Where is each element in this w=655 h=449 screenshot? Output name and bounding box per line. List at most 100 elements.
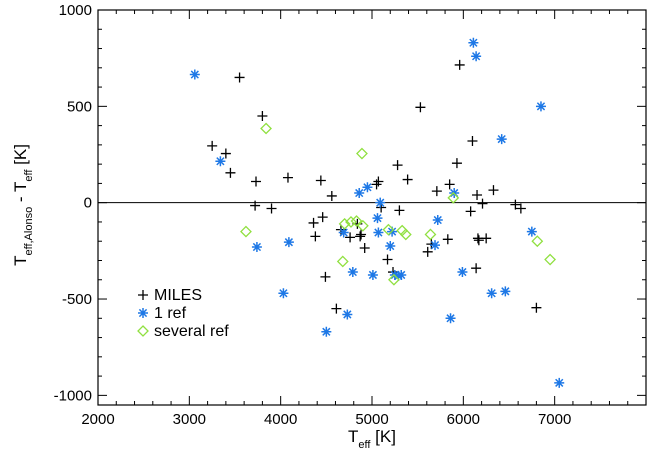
plus-marker-shape bbox=[257, 110, 268, 121]
plus-marker-shape bbox=[138, 290, 148, 300]
diamond-marker-shape bbox=[356, 147, 368, 160]
diamond-data-point bbox=[544, 253, 557, 266]
diamond-marker-shape bbox=[544, 253, 557, 266]
asterisk-marker-shape bbox=[468, 37, 479, 48]
plus-data-point bbox=[472, 189, 483, 200]
plus-marker-shape bbox=[315, 175, 326, 186]
diamond-marker-shape bbox=[350, 215, 363, 227]
asterisk-marker-shape bbox=[278, 288, 289, 299]
plus-marker-shape bbox=[471, 263, 482, 274]
asterisk-marker-shape bbox=[373, 227, 384, 238]
diamond-data-point bbox=[356, 147, 368, 160]
asterisk-marker-shape bbox=[526, 226, 537, 237]
y-axis-label-part: [K] bbox=[11, 144, 30, 170]
diamond-marker-shape bbox=[382, 223, 395, 236]
plus-marker-shape bbox=[356, 229, 367, 240]
asterisk-marker-shape bbox=[385, 241, 396, 252]
plus-data-point bbox=[234, 72, 245, 83]
asterisk-marker-shape bbox=[354, 188, 365, 199]
diamond-data-point bbox=[356, 219, 369, 232]
plus-marker-shape bbox=[442, 234, 453, 245]
asterisk-data-point bbox=[372, 213, 383, 224]
plus-data-point bbox=[359, 242, 370, 253]
series-1-ref bbox=[189, 37, 565, 388]
plus-data-point bbox=[257, 110, 268, 121]
diamond-marker-shape bbox=[447, 191, 460, 204]
plus-data-point bbox=[373, 176, 384, 187]
ticks-layer: 2000 3000 4000 5000 6000 7000 -1000 -500 0 500 100… bbox=[54, 2, 647, 428]
diamond-marker-shape bbox=[336, 255, 349, 268]
plus-data-point bbox=[250, 200, 261, 211]
y-axis-label-sub: eff,Alonso bbox=[23, 207, 35, 256]
diamond-data-point bbox=[345, 216, 357, 228]
asterisk-marker-shape bbox=[347, 267, 358, 278]
plus-data-point bbox=[454, 59, 465, 70]
plus-data-point bbox=[220, 148, 231, 159]
asterisk-data-point bbox=[189, 69, 200, 80]
diamond-marker-shape bbox=[356, 219, 369, 232]
asterisk-marker-shape bbox=[375, 197, 386, 208]
plus-data-point bbox=[392, 160, 403, 171]
plot-frame bbox=[97, 9, 647, 406]
plus-marker-shape bbox=[207, 140, 218, 151]
diamond-marker-shape bbox=[399, 228, 412, 241]
asterisk-data-point bbox=[354, 188, 365, 199]
plus-marker-shape bbox=[355, 231, 366, 242]
diamond-marker-shape bbox=[240, 225, 252, 238]
plus-data-point bbox=[471, 263, 482, 274]
plus-marker-shape bbox=[331, 303, 342, 314]
plus-data-point bbox=[326, 190, 337, 201]
legend-label: several ref bbox=[154, 323, 229, 340]
asterisk-marker-shape bbox=[432, 215, 443, 226]
plus-data-point bbox=[310, 231, 321, 242]
asterisk-marker-shape bbox=[396, 269, 407, 280]
series-several-ref bbox=[240, 122, 557, 286]
diamond-marker-shape bbox=[137, 325, 149, 337]
asterisk-marker-shape bbox=[362, 182, 373, 193]
plus-data-point bbox=[282, 172, 293, 183]
asterisk-data-point bbox=[342, 309, 353, 320]
plus-data-point bbox=[477, 198, 488, 209]
asterisk-marker-shape bbox=[554, 377, 565, 388]
plus-data-point bbox=[394, 205, 405, 216]
diamond-data-point bbox=[399, 228, 412, 241]
diamond-marker-shape bbox=[424, 228, 437, 241]
plus-data-point bbox=[467, 136, 478, 147]
diamond-data-point bbox=[338, 217, 351, 230]
plus-marker-shape bbox=[481, 233, 492, 244]
plus-marker-shape bbox=[467, 136, 478, 147]
plus-marker-shape bbox=[402, 174, 413, 185]
diamond-data-point bbox=[396, 224, 409, 237]
plus-marker-shape bbox=[473, 235, 484, 246]
plus-data-point bbox=[331, 303, 342, 314]
asterisk-data-point bbox=[457, 267, 468, 278]
asterisk-data-point bbox=[367, 269, 378, 280]
data-points-layer bbox=[189, 37, 565, 388]
plus-marker-shape bbox=[394, 205, 405, 216]
plus-data-point bbox=[415, 102, 426, 113]
plus-marker-shape bbox=[488, 185, 499, 196]
diamond-marker-shape bbox=[260, 122, 272, 135]
asterisk-data-point bbox=[526, 226, 537, 237]
asterisk-marker-shape bbox=[393, 270, 404, 281]
plus-data-point bbox=[315, 175, 326, 186]
plus-marker-shape bbox=[220, 148, 231, 159]
asterisk-marker-shape bbox=[251, 242, 262, 252]
plus-data-point bbox=[317, 212, 328, 223]
asterisk-data-point bbox=[496, 134, 507, 145]
plus-marker-shape bbox=[415, 102, 426, 113]
asterisk-data-point bbox=[251, 242, 262, 252]
y-axis-label-part: - T bbox=[11, 182, 30, 207]
plus-marker-shape bbox=[234, 72, 245, 83]
diamond-data-point bbox=[260, 122, 272, 135]
asterisk-marker-shape bbox=[283, 237, 294, 248]
diamond-data-point bbox=[382, 223, 395, 236]
asterisk-marker-shape bbox=[500, 286, 511, 297]
plus-data-point bbox=[382, 254, 393, 265]
asterisk-data-point bbox=[375, 197, 386, 208]
asterisk-marker-shape bbox=[486, 288, 497, 299]
plus-marker-shape bbox=[382, 254, 393, 265]
plus-data-point bbox=[465, 206, 476, 217]
plus-data-point bbox=[356, 229, 367, 240]
diamond-data-point bbox=[240, 225, 252, 238]
